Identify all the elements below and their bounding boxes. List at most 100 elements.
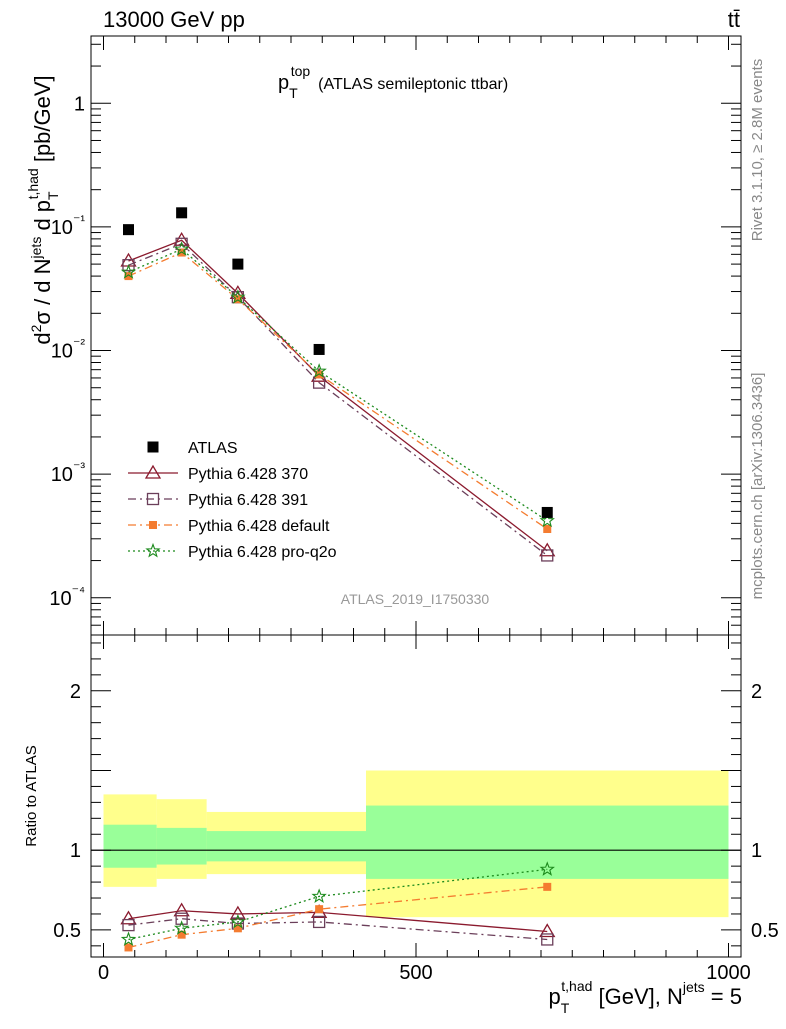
xlabel-T: T (561, 1000, 570, 1016)
ratio-point (120, 931, 137, 947)
band-green (156, 827, 207, 865)
ratio-ylabel: Ratio to ATLAS (23, 745, 40, 846)
main-point (173, 231, 190, 246)
legend-marker (146, 492, 160, 506)
main-point (122, 259, 135, 272)
ratio-point (120, 910, 137, 925)
ylabel-thad: t,had (25, 168, 41, 199)
legend-entry: Pythia 6.428 pro-q2o (128, 542, 337, 561)
ratio-ticks: 0.5 0.5 1 1 2 2 0 500 1000 (53, 635, 779, 984)
main-ytick-label: 10⁻² (51, 336, 86, 363)
main-point (541, 506, 553, 518)
ratio-series-line (128, 868, 548, 941)
main-series-0 (123, 207, 553, 518)
ratio-point (229, 905, 247, 920)
ylabel-d2: d (30, 332, 55, 344)
rivet-note: Rivet 3.1.10, ≥ 2.8M events (749, 59, 766, 242)
xlabel-thad: t,had (561, 978, 592, 994)
ratio-ytick-label-right: 2 (751, 681, 762, 703)
main-point (539, 512, 555, 528)
mcplots-note: mcplots.cern.ch [arXiv:1306.3436] (749, 373, 766, 600)
main-series-2 (122, 237, 554, 562)
ratio-point (175, 912, 188, 925)
main-point (230, 289, 246, 304)
ratio-ytick-label: 0.5 (53, 920, 81, 942)
plot-title-rest: (ATLAS semileptonic ttbar) (318, 76, 508, 93)
legend-label: Pythia 6.428 391 (188, 492, 308, 509)
legend-entry: ATLAS (147, 440, 238, 457)
ratio-point (539, 923, 556, 938)
ratio-series-line (128, 918, 548, 941)
legend-marker (147, 441, 159, 453)
ratio-point (315, 905, 324, 914)
main-point (232, 258, 244, 270)
ratio-series-2 (124, 882, 552, 952)
main-ytick-label: 1 (74, 93, 85, 115)
xlabel-units: [GeV], N (592, 984, 682, 1009)
ylabel-dp: d p (30, 200, 55, 237)
main-point (176, 207, 188, 219)
ratio-xlabel: pTt,had [GeV], Njets = 5 (548, 978, 742, 1016)
main-series-line (128, 248, 548, 522)
main-point (173, 241, 190, 256)
ratio-point (541, 933, 554, 946)
main-ytick-label: 10⁻⁴ (49, 583, 85, 610)
ratio-ytick-label-right: 1 (751, 840, 762, 862)
legend-marker (145, 542, 161, 558)
main-point (124, 272, 133, 281)
ratio-xtick-label: 0 (98, 962, 109, 984)
main-ytick-label: 10⁻¹ (51, 212, 86, 239)
xlabel-jets: jets (682, 979, 705, 995)
ratio-point (311, 888, 327, 903)
ratio-xtick-label: 500 (399, 962, 432, 984)
legend-marker (149, 521, 157, 529)
legend-label: Pythia 6.428 pro-q2o (188, 544, 337, 561)
ratio-point (312, 915, 326, 929)
main-series-line (128, 243, 548, 556)
watermark: ATLAS_2019_I1750330 (341, 591, 490, 607)
main-ylabel: d2σ / d Njets d pTt,had [pb/GeV] (25, 75, 61, 344)
legend-entry: Pythia 6.428 default (128, 518, 330, 535)
legend-entry: Pythia 6.428 370 (128, 464, 308, 483)
ratio-ytick-label: 2 (70, 681, 81, 703)
ratio-point (233, 924, 242, 933)
ylabel-sigma: σ / d N (30, 258, 55, 324)
ratio-point (173, 902, 190, 917)
main-point (233, 295, 242, 304)
ratio-series-3 (120, 861, 555, 947)
ratio-ytick-label: 1 (70, 840, 81, 862)
uncertainty-bands (103, 770, 729, 918)
ylabel-sup2: 2 (28, 324, 44, 332)
ratio-ytick-label-right: 0.5 (751, 920, 779, 942)
legend-entry: Pythia 6.428 391 (128, 492, 308, 509)
band-green (206, 831, 366, 862)
main-point (313, 343, 325, 355)
ratio-series-1 (122, 912, 554, 946)
main-series-1 (120, 231, 556, 557)
process-label: tt̄ (728, 7, 740, 32)
band-green (103, 824, 157, 868)
main-panel: 10⁻⁴10⁻³10⁻²10⁻¹1 pTtop(ATLAS semilepton… (25, 35, 742, 636)
energy-label: 13000 GeV pp (103, 7, 245, 32)
ratio-point (177, 930, 186, 939)
legend-label: Pythia 6.428 default (188, 518, 330, 535)
ratio-point (124, 943, 133, 952)
ratio-plot-area (91, 770, 741, 952)
main-point (311, 363, 327, 378)
ylabel-T: T (45, 191, 61, 200)
xlabel-eq: = 5 (705, 984, 742, 1009)
ratio-panel: 0.5 0.5 1 1 2 2 0 500 1000 Ratio to ATLAS pTt,ha… (23, 634, 779, 1016)
legend-marker (144, 464, 162, 479)
ylabel-units: [pb/GeV] (30, 75, 55, 168)
ratio-point (543, 882, 552, 891)
legend-label: Pythia 6.428 370 (188, 466, 308, 483)
ratio-xtick-label: 1000 (706, 962, 751, 984)
main-series-line (128, 239, 548, 552)
legend: ATLAS Pythia 6.428 370 Pythia 6.428 391 Pyt… (128, 440, 337, 561)
main-plot-area (120, 207, 556, 562)
band-green (366, 805, 729, 879)
main-ytick-label: 10⁻³ (51, 459, 86, 486)
legend-label: ATLAS (188, 440, 238, 457)
main-point (120, 264, 137, 279)
